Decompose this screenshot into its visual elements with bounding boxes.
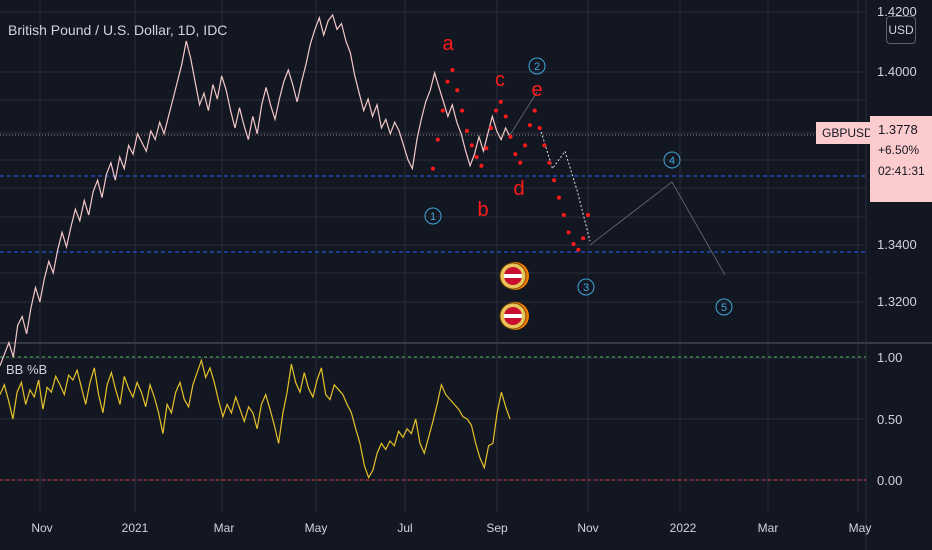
wave-dot <box>503 114 508 119</box>
wave-label-e: e <box>531 79 542 101</box>
x-tick-label: Nov <box>577 521 598 535</box>
x-tick-label: May <box>305 521 328 535</box>
uk-flag-icon-stripe <box>504 274 522 278</box>
x-tick-label: Mar <box>758 521 779 535</box>
bb-y-tick-label: 1.00 <box>877 350 902 365</box>
wave-dot <box>532 108 537 113</box>
wave-dot <box>474 155 479 159</box>
currency-flags <box>499 262 529 330</box>
wave-number-3: 3 <box>583 282 589 294</box>
wave-dot <box>455 88 460 93</box>
wave-dot <box>571 242 576 246</box>
price-tag: 1.3778 +6.50% 02:41:31 <box>870 116 932 202</box>
price-series <box>0 13 511 367</box>
y-tick-label: 1.4000 <box>877 64 917 79</box>
wave-number-5: 5 <box>721 302 727 314</box>
wave-dot <box>513 152 518 157</box>
wave-dot <box>440 108 445 113</box>
currency-button[interactable]: USD <box>886 16 916 44</box>
y-tick-label: 1.4200 <box>877 4 917 19</box>
bb-percent-series <box>0 358 511 480</box>
wave-dot <box>518 160 523 165</box>
wave-labels: a b c d e 1 2 3 4 5 <box>424 33 733 316</box>
wave-dot <box>542 143 547 148</box>
wave-dot <box>435 137 440 142</box>
price-change: +6.50% <box>878 143 920 157</box>
wave-dot <box>494 108 498 113</box>
wave-label-d: d <box>513 178 524 200</box>
y-tick-label: 1.3400 <box>877 237 917 252</box>
wave-dot <box>431 166 435 171</box>
wave-dot <box>552 178 557 183</box>
bar-countdown: 02:41:31 <box>878 164 925 178</box>
bb-percent-line <box>0 358 511 480</box>
wave-dot <box>576 247 581 252</box>
indicator-label: BB %B <box>6 362 48 377</box>
x-tick-label: Sep <box>486 521 508 535</box>
wave-label-a: a <box>442 33 454 55</box>
wave-dot <box>561 213 566 217</box>
wave-dot <box>460 108 465 113</box>
wave-circle-1 <box>424 207 442 225</box>
horizontal-levels <box>0 134 866 481</box>
symbol-tag[interactable]: GBPUSD <box>816 122 879 144</box>
wave-dot <box>527 123 532 128</box>
wave-dot <box>489 126 494 130</box>
wave-circle-5 <box>715 298 733 316</box>
wave-dot <box>537 126 542 130</box>
wave-dot <box>445 79 450 84</box>
wave-circle-3 <box>577 278 595 296</box>
us-flag-icon-stripe <box>504 314 522 318</box>
bb-y-tick-label: 0.00 <box>877 473 902 488</box>
wave-label-c: c <box>495 69 505 91</box>
axis-labels: Nov 2021 Mar May Jul Sep Nov 2022 Mar May 1.4200 1.… <box>31 4 916 535</box>
wave-dot <box>547 160 552 165</box>
chart-title: British Pound / U.S. Dollar, 1D, IDC <box>8 22 228 38</box>
wave-dot <box>498 99 503 104</box>
wave-dot <box>469 143 474 148</box>
x-tick-label: 2021 <box>122 521 149 535</box>
last-price: 1.3778 <box>878 122 918 137</box>
price-line <box>0 13 511 367</box>
wave-dot <box>464 128 469 133</box>
wave-dot <box>508 134 513 139</box>
projection-lines <box>509 91 726 276</box>
wave-dot <box>581 236 586 241</box>
wave-number-2: 2 <box>534 61 540 73</box>
projection-dotted <box>539 127 591 242</box>
wave-dot <box>484 146 489 151</box>
wave-dot <box>450 68 455 72</box>
wave-dot <box>566 230 571 235</box>
wave-dot <box>479 163 484 168</box>
x-tick-label: Mar <box>214 521 235 535</box>
wave-dot <box>586 213 590 217</box>
y-tick-label: 1.3200 <box>877 294 917 309</box>
wave-circle-4 <box>663 151 681 169</box>
x-tick-label: 2022 <box>670 521 697 535</box>
wave-number-1: 1 <box>430 211 436 223</box>
wave-number-4: 4 <box>669 155 675 167</box>
bb-y-tick-label: 0.50 <box>877 412 902 427</box>
wave-dot <box>523 143 527 148</box>
wave-circle-2 <box>528 57 546 75</box>
x-tick-label: Nov <box>31 521 52 535</box>
wave-label-b: b <box>477 199 488 221</box>
x-tick-label: Jul <box>397 521 412 535</box>
projection-grey <box>509 91 726 276</box>
wave-dots <box>431 68 590 252</box>
x-tick-label: May <box>849 521 872 535</box>
wave-dot <box>556 195 561 200</box>
